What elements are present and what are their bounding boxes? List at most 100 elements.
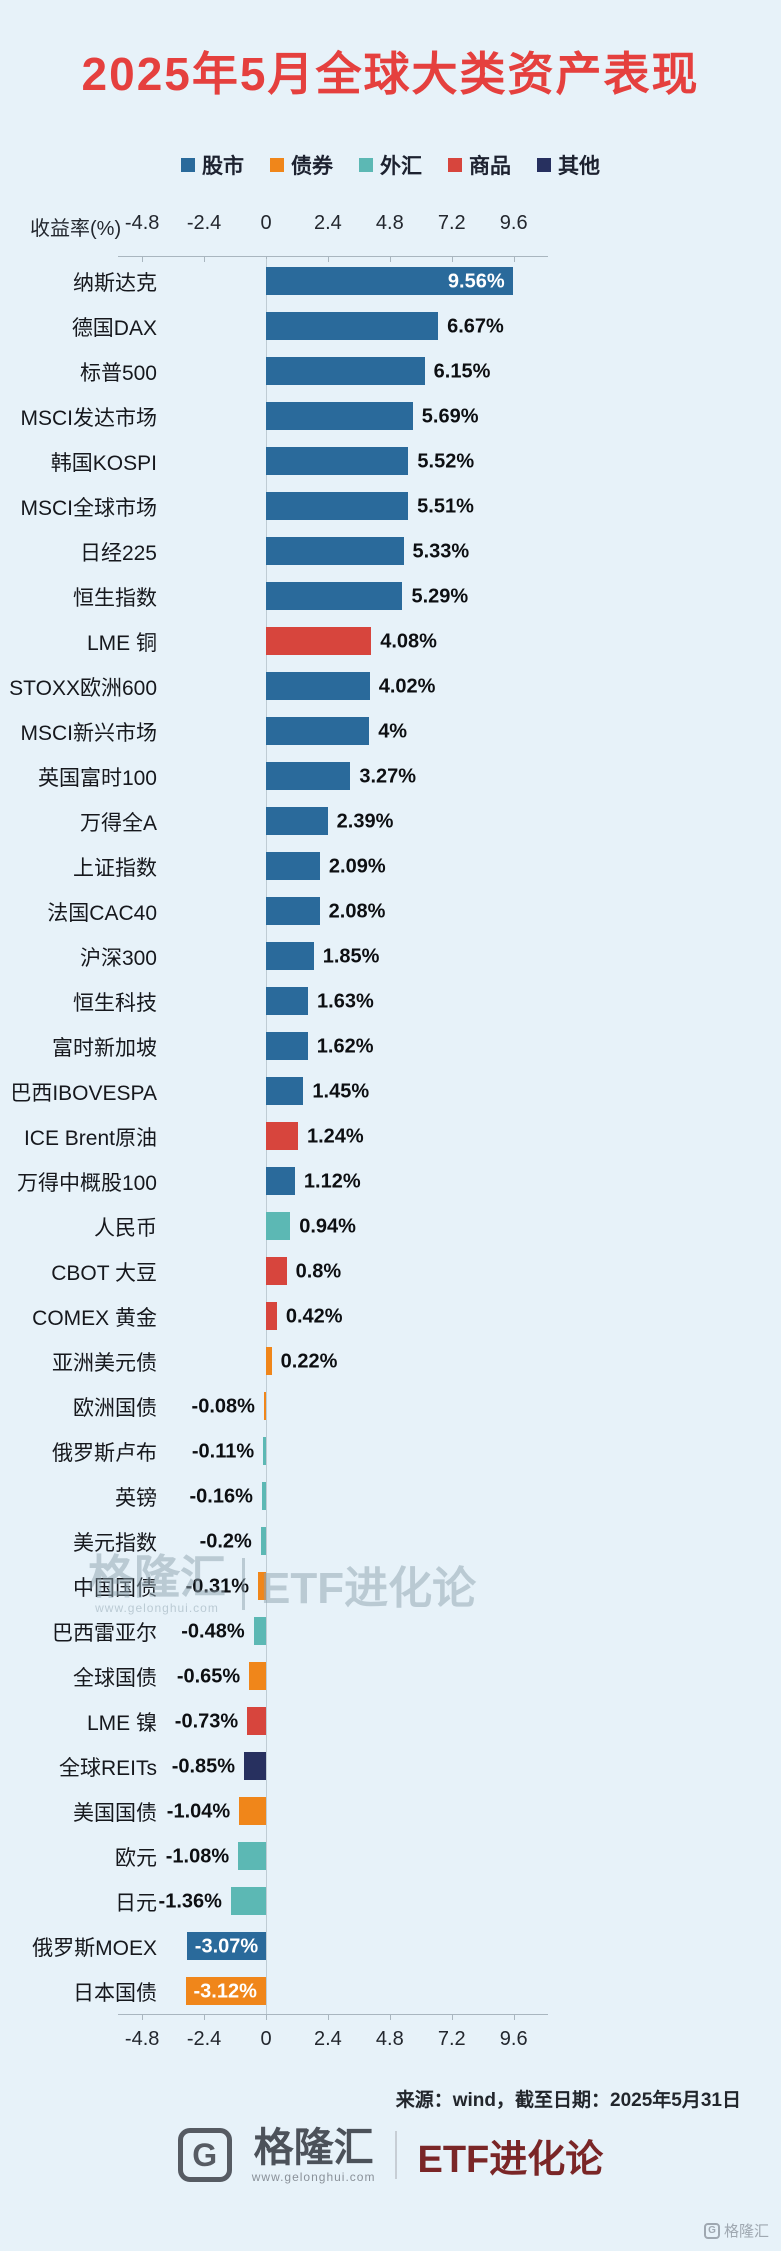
bar bbox=[266, 582, 403, 610]
value-label: -0.65% bbox=[176, 1665, 241, 1687]
value-label: 0.8% bbox=[295, 1260, 342, 1282]
category-label: 法国CAC40 bbox=[47, 901, 157, 925]
value-label: -3.12% bbox=[193, 1980, 257, 2002]
value-label: 6.67% bbox=[447, 315, 504, 337]
chart-row: 恒生指数 5.29% bbox=[0, 574, 781, 619]
value-label: 9.56% bbox=[447, 270, 505, 292]
axis-line bbox=[118, 256, 548, 257]
chart-row: 日本国债 -3.12% bbox=[0, 1969, 781, 2014]
chart-row: 万得全A 2.39% bbox=[0, 799, 781, 844]
x-tick-label: -2.4 bbox=[186, 212, 222, 234]
chart-plot: 纳斯达克 9.56% 德国DAX 6.67% 标普500 6.15% MSCI发达市场 5.6… bbox=[0, 259, 781, 2014]
bar bbox=[266, 717, 370, 745]
bar bbox=[266, 1032, 308, 1060]
gelonghui-logo-icon: G bbox=[177, 2128, 232, 2182]
tick-mark bbox=[142, 2014, 144, 2020]
value-label: 4.02% bbox=[378, 675, 436, 697]
chart-row: 日经225 5.33% bbox=[0, 529, 781, 574]
chart-row: 标普500 6.15% bbox=[0, 349, 781, 394]
category-label: 万得全A bbox=[79, 811, 157, 835]
chart-row: CBOT 大豆 0.8% bbox=[0, 1249, 781, 1294]
footer-divider bbox=[395, 2131, 398, 2179]
value-label: 5.51% bbox=[417, 495, 474, 517]
value-label: 2.08% bbox=[328, 900, 386, 922]
chart-row: STOXX欧洲600 4.02% bbox=[0, 664, 781, 709]
x-tick-label: 0 bbox=[260, 212, 272, 234]
value-label: -1.04% bbox=[166, 1800, 231, 1822]
value-label: -0.73% bbox=[174, 1710, 239, 1732]
bar bbox=[266, 537, 404, 565]
chart-row: 德国DAX 6.67% bbox=[0, 304, 781, 349]
value-label: 5.33% bbox=[412, 540, 470, 562]
chart-row: 纳斯达克 9.56% bbox=[0, 259, 781, 304]
chart-row: 法国CAC40 2.08% bbox=[0, 889, 781, 934]
x-tick-label: 4.8 bbox=[375, 2028, 404, 2050]
category-label: ICE Brent原油 bbox=[23, 1126, 157, 1150]
footer-brand-url: www.gelonghui.com bbox=[251, 2170, 376, 2184]
bar bbox=[266, 897, 320, 925]
chart-row: 巴西雷亚尔 -0.48% bbox=[0, 1609, 781, 1654]
bar bbox=[230, 1887, 266, 1915]
category-label: 上证指数 bbox=[73, 856, 157, 880]
tick-mark bbox=[389, 2014, 391, 2020]
category-label: COMEX 黄金 bbox=[32, 1306, 157, 1330]
chart-row: 欧元 -1.08% bbox=[0, 1834, 781, 1879]
bar bbox=[266, 942, 314, 970]
bar bbox=[247, 1707, 266, 1735]
page-title: 2025年5月全球大类资产表现 bbox=[81, 48, 700, 100]
legend-item-commodity: 商品 bbox=[448, 150, 511, 180]
footer-brand: G 格隆汇 www.gelonghui.com ETF进化论 bbox=[0, 2126, 781, 2184]
chart-row: 美元指数 -0.2% bbox=[0, 1519, 781, 1564]
bar bbox=[266, 762, 351, 790]
bar bbox=[266, 627, 372, 655]
category-label: 日元 bbox=[115, 1891, 157, 1915]
tick-mark bbox=[327, 2014, 329, 2020]
legend-swatch-icon bbox=[448, 158, 462, 172]
value-label: -1.36% bbox=[158, 1890, 222, 1912]
bar bbox=[258, 1572, 266, 1600]
x-axis-bottom: -4.8 -2.4 0 2.4 4.8 7.2 9.6 bbox=[0, 2014, 781, 2066]
legend-label: 债券 bbox=[291, 155, 333, 178]
bar bbox=[266, 1122, 298, 1150]
legend-label: 股市 bbox=[202, 155, 244, 178]
tick-mark bbox=[451, 2014, 453, 2020]
bar bbox=[266, 1077, 304, 1105]
category-label: 欧元 bbox=[115, 1846, 157, 1870]
chart-row: LME 铜 4.08% bbox=[0, 619, 781, 664]
chart-row: 全球REITs -0.85% bbox=[0, 1744, 781, 1789]
bar bbox=[249, 1662, 266, 1690]
legend-swatch-icon bbox=[270, 158, 284, 172]
bar bbox=[186, 1932, 266, 1960]
bar bbox=[266, 447, 409, 475]
chart-row: 亚洲美元债 0.22% bbox=[0, 1339, 781, 1384]
bar bbox=[263, 1437, 266, 1465]
category-label: 俄罗斯MOEX bbox=[32, 1936, 157, 1960]
category-label: 英镑 bbox=[115, 1486, 157, 1510]
chart-row: COMEX 黄金 0.42% bbox=[0, 1294, 781, 1339]
category-label: 恒生指数 bbox=[73, 586, 157, 610]
value-label: 1.45% bbox=[312, 1080, 370, 1102]
legend-item-forex: 外汇 bbox=[359, 150, 422, 180]
value-label: -0.31% bbox=[185, 1575, 249, 1597]
category-label: 俄罗斯卢布 bbox=[52, 1441, 157, 1465]
category-label: 欧洲国债 bbox=[73, 1396, 157, 1420]
category-label: 万得中概股100 bbox=[16, 1171, 157, 1195]
value-label: 2.39% bbox=[336, 810, 394, 832]
value-label: 5.29% bbox=[411, 585, 469, 607]
chart-row: LME 镍 -0.73% bbox=[0, 1699, 781, 1744]
value-label: 0.22% bbox=[280, 1350, 338, 1372]
category-label: 亚洲美元债 bbox=[52, 1351, 157, 1375]
legend-label: 其他 bbox=[558, 155, 600, 178]
chart-row: 英国富时100 3.27% bbox=[0, 754, 781, 799]
value-label: 1.85% bbox=[322, 945, 380, 967]
legend: 股市 债券 外汇 商品 其他 bbox=[0, 150, 781, 180]
chart-row: 上证指数 2.09% bbox=[0, 844, 781, 889]
chart-row: 俄罗斯MOEX -3.07% bbox=[0, 1924, 781, 1969]
category-label: 恒生科技 bbox=[73, 991, 157, 1015]
corner-text: 格隆汇 bbox=[723, 2223, 769, 2240]
value-label: -0.85% bbox=[171, 1755, 236, 1777]
legend-label: 商品 bbox=[469, 155, 511, 178]
bar bbox=[266, 312, 439, 340]
x-tick-label: 2.4 bbox=[314, 2028, 342, 2050]
chart-row: MSCI新兴市场 4% bbox=[0, 709, 781, 754]
